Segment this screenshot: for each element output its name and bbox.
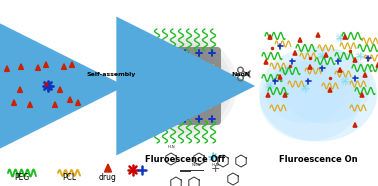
Ellipse shape (143, 43, 227, 129)
FancyBboxPatch shape (149, 47, 221, 125)
Ellipse shape (133, 35, 237, 137)
Polygon shape (308, 65, 312, 69)
Polygon shape (43, 62, 48, 67)
Text: +: + (210, 164, 220, 174)
Text: PEG: PEG (14, 173, 29, 182)
Polygon shape (168, 98, 172, 102)
Polygon shape (186, 78, 190, 82)
Text: N=N: N=N (191, 163, 201, 168)
Polygon shape (170, 68, 174, 72)
Polygon shape (376, 63, 378, 67)
Polygon shape (36, 65, 40, 70)
Polygon shape (5, 66, 9, 71)
Polygon shape (264, 60, 268, 64)
Polygon shape (316, 33, 320, 37)
Polygon shape (180, 88, 184, 92)
Polygon shape (278, 75, 282, 79)
Polygon shape (70, 62, 74, 67)
Polygon shape (353, 123, 357, 127)
Polygon shape (363, 73, 367, 77)
Text: Fluroescence Off: Fluroescence Off (145, 155, 225, 164)
Polygon shape (17, 87, 22, 92)
Polygon shape (53, 102, 57, 107)
Polygon shape (268, 35, 272, 39)
Polygon shape (12, 100, 17, 105)
Polygon shape (201, 88, 205, 92)
Text: H₂N: H₂N (167, 145, 175, 149)
Text: H₂N: H₂N (211, 163, 219, 167)
Polygon shape (76, 100, 81, 105)
Ellipse shape (280, 49, 370, 124)
Text: PCL: PCL (62, 173, 76, 182)
Polygon shape (191, 101, 195, 105)
Polygon shape (198, 71, 202, 75)
Polygon shape (28, 102, 33, 107)
Ellipse shape (260, 61, 360, 141)
Text: Fluroescence On: Fluroescence On (279, 155, 357, 164)
Text: drug: drug (99, 173, 117, 182)
Polygon shape (343, 35, 347, 39)
Polygon shape (104, 164, 112, 172)
Polygon shape (360, 93, 364, 97)
Ellipse shape (265, 59, 345, 124)
Polygon shape (266, 93, 270, 97)
Polygon shape (293, 51, 297, 55)
Ellipse shape (138, 39, 232, 133)
Polygon shape (19, 64, 23, 69)
Polygon shape (68, 97, 73, 102)
Ellipse shape (148, 47, 222, 125)
Polygon shape (298, 38, 302, 42)
Text: NaoN: NaoN (231, 72, 251, 77)
Ellipse shape (259, 46, 377, 142)
Polygon shape (156, 75, 160, 79)
Polygon shape (205, 101, 209, 105)
Polygon shape (283, 93, 287, 97)
Polygon shape (338, 68, 342, 72)
Polygon shape (158, 88, 162, 92)
Polygon shape (353, 58, 357, 62)
Polygon shape (62, 64, 67, 69)
Text: Self-assembly: Self-assembly (86, 72, 136, 77)
Polygon shape (57, 87, 62, 92)
Polygon shape (324, 53, 328, 57)
Polygon shape (328, 88, 332, 92)
